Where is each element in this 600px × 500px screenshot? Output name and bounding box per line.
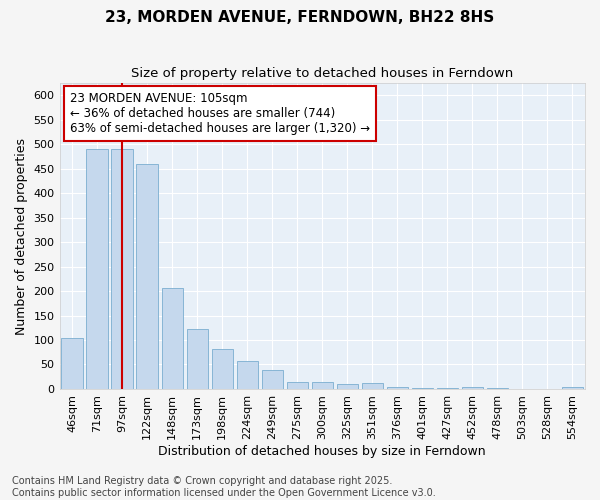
Bar	[387, 388, 408, 389]
Bar	[212, 349, 233, 389]
Y-axis label: Number of detached properties: Number of detached properties	[15, 138, 28, 334]
Bar	[311, 382, 333, 389]
Bar	[236, 361, 258, 389]
Title: Size of property relative to detached houses in Ferndown: Size of property relative to detached ho…	[131, 68, 514, 80]
Bar	[337, 384, 358, 389]
Text: 23 MORDEN AVENUE: 105sqm
← 36% of detached houses are smaller (744)
63% of semi-: 23 MORDEN AVENUE: 105sqm ← 36% of detach…	[70, 92, 370, 135]
Text: 23, MORDEN AVENUE, FERNDOWN, BH22 8HS: 23, MORDEN AVENUE, FERNDOWN, BH22 8HS	[106, 10, 494, 25]
Bar	[362, 383, 383, 389]
Bar	[61, 338, 83, 389]
Bar	[86, 149, 108, 389]
Bar	[161, 288, 183, 389]
Bar	[262, 370, 283, 389]
Text: Contains HM Land Registry data © Crown copyright and database right 2025.
Contai: Contains HM Land Registry data © Crown c…	[12, 476, 436, 498]
Bar	[562, 387, 583, 389]
Bar	[112, 149, 133, 389]
Bar	[187, 329, 208, 389]
Bar	[287, 382, 308, 389]
Bar	[462, 386, 483, 389]
X-axis label: Distribution of detached houses by size in Ferndown: Distribution of detached houses by size …	[158, 444, 486, 458]
Bar	[136, 164, 158, 389]
